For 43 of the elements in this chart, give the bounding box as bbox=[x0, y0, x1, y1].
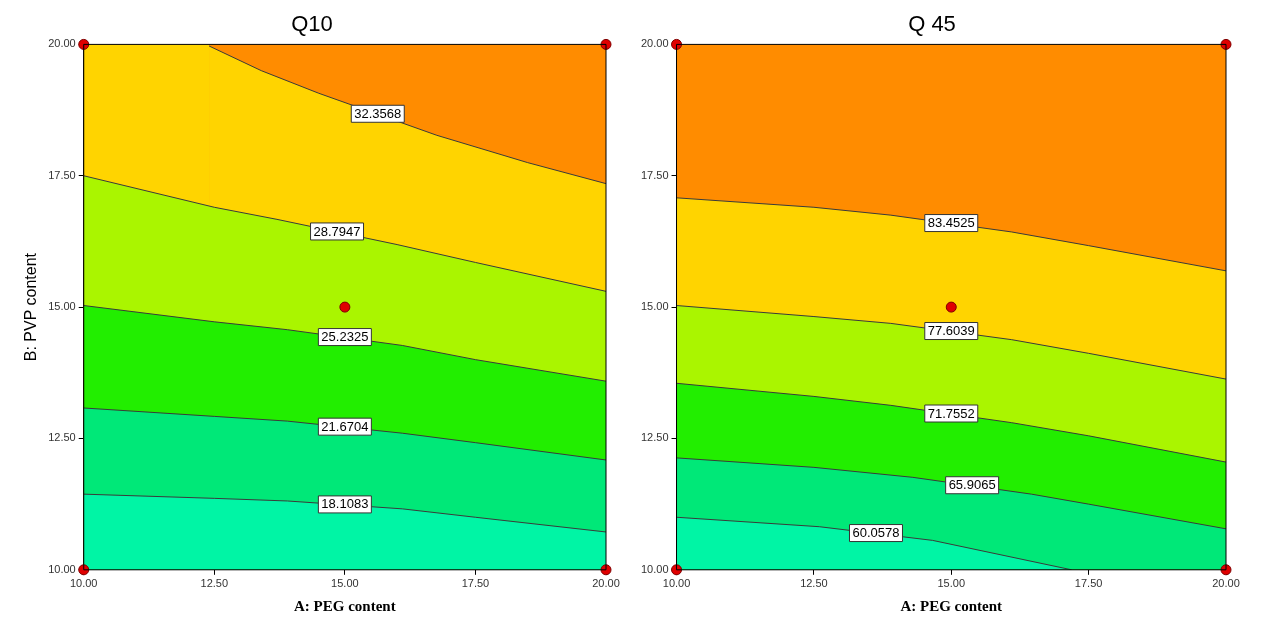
y-tick-label: 10.00 bbox=[641, 562, 669, 575]
y-tick-label: 10.00 bbox=[48, 562, 76, 575]
chart-title: Q 45 bbox=[908, 11, 956, 37]
series-label: 32.3568 bbox=[354, 105, 402, 121]
series-label: 25.2325 bbox=[321, 329, 369, 345]
x-axis-title: A: PEG content bbox=[294, 597, 396, 614]
point bbox=[78, 38, 90, 50]
point bbox=[945, 301, 957, 313]
y-tick-label: 20.00 bbox=[641, 37, 669, 50]
y-tick-label: 17.50 bbox=[641, 168, 669, 181]
series-label: 60.0578 bbox=[852, 525, 900, 541]
x-tick-label: 20.00 bbox=[1212, 577, 1240, 590]
x-tick-label: 10.00 bbox=[69, 577, 98, 590]
y-axis-title: B: PVP content bbox=[22, 252, 40, 362]
series-label: 65.9065 bbox=[948, 477, 996, 493]
point bbox=[339, 301, 351, 313]
y-tick-label: 20.00 bbox=[48, 37, 76, 50]
point bbox=[1220, 564, 1232, 576]
x-tick-label: 17.50 bbox=[461, 577, 490, 590]
x-tick-label: 20.00 bbox=[592, 577, 620, 590]
y-tick-label: 12.50 bbox=[48, 431, 76, 444]
x-tick-label: 12.50 bbox=[200, 577, 229, 590]
series-label: 18.1083 bbox=[321, 496, 369, 512]
point bbox=[78, 564, 90, 576]
y-tick-label: 15.00 bbox=[641, 300, 669, 313]
series-label: 28.7947 bbox=[313, 223, 361, 239]
chart-title: Q10 bbox=[291, 11, 333, 37]
point bbox=[671, 38, 683, 50]
y-tick-label: 15.00 bbox=[48, 300, 76, 313]
point bbox=[600, 564, 612, 576]
x-tick-label: 17.50 bbox=[1074, 577, 1103, 590]
series-label: 21.6704 bbox=[321, 418, 369, 434]
series-label: 83.4525 bbox=[927, 215, 975, 231]
series-label: 71.7552 bbox=[927, 405, 975, 421]
point bbox=[671, 564, 683, 576]
x-tick-label: 10.00 bbox=[662, 577, 691, 590]
x-tick-label: 12.50 bbox=[800, 577, 828, 590]
x-axis-title: A: PEG content bbox=[900, 597, 1003, 614]
series-label: 77.6039 bbox=[927, 323, 975, 339]
y-tick-label: 12.50 bbox=[641, 431, 669, 444]
x-tick-label: 15.00 bbox=[937, 577, 966, 590]
y-tick-label: 17.50 bbox=[48, 168, 76, 181]
x-tick-label: 15.00 bbox=[331, 577, 359, 590]
